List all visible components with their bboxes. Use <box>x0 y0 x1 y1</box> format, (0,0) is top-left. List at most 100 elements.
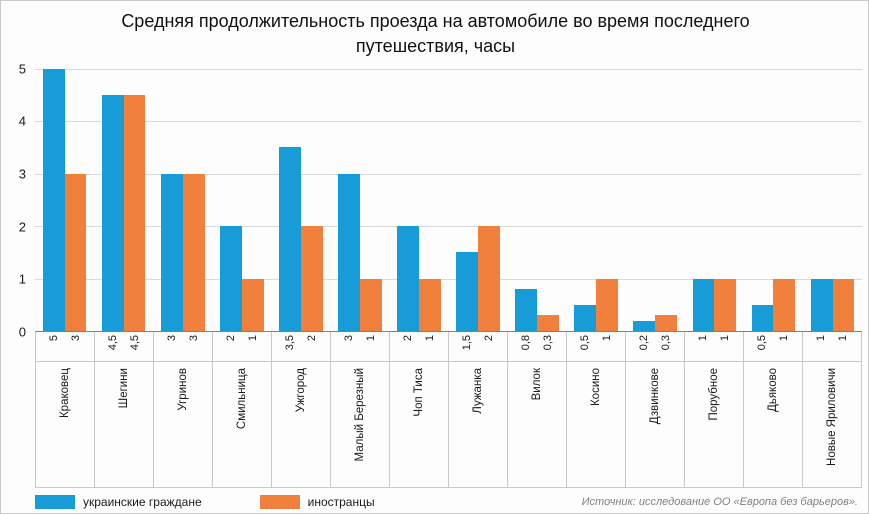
y-tick-label: 5 <box>18 61 26 77</box>
value-label: 3 <box>166 335 179 342</box>
value-label-cell: 3,5 2 <box>272 332 331 361</box>
category-column <box>389 69 448 331</box>
category-column <box>508 69 567 331</box>
category-label: Малый Березный <box>354 368 366 462</box>
category-label: Новые Яриловичи <box>826 368 838 466</box>
legend-label: иностранцы <box>307 495 375 509</box>
bar-series-2 <box>241 278 264 331</box>
category-label-cell: Угринов <box>154 362 213 487</box>
category-label: Порубное <box>708 368 720 421</box>
category-label-cell: Новые Яриловичи <box>803 362 862 487</box>
bar-series-1 <box>751 304 774 331</box>
category-label: Смильница <box>236 368 248 430</box>
gridline <box>35 173 862 175</box>
value-label-cell: 0,5 1 <box>744 332 803 361</box>
value-label: 2 <box>305 335 318 342</box>
legend: украинские граждане иностранцы <box>35 495 375 509</box>
value-label-slot: 1 <box>419 335 440 361</box>
bar-series-1 <box>810 278 833 331</box>
value-label-slot: 1,5 <box>457 335 478 361</box>
category-label: Шегини <box>118 368 130 409</box>
value-label-slot: 3 <box>162 335 183 361</box>
value-label: 1 <box>423 335 436 342</box>
bar-series-2 <box>64 173 87 331</box>
value-label-cell: 0,5 1 <box>567 332 626 361</box>
value-label-slot: 1 <box>811 335 832 361</box>
legend-swatch <box>259 495 300 509</box>
category-label-cell: Дьяково <box>744 362 803 487</box>
value-label-slot: 0,2 <box>634 335 655 361</box>
gridline <box>35 226 862 228</box>
value-label: 1 <box>777 335 790 342</box>
y-tick-label: 1 <box>18 271 26 287</box>
value-label: 2 <box>225 335 238 342</box>
value-label: 4,5 <box>107 335 120 351</box>
legend-item: украинские граждане <box>35 495 202 509</box>
bar-series-2 <box>537 315 559 331</box>
y-tick-label: 0 <box>18 324 26 340</box>
bar-series-1 <box>692 278 715 331</box>
category-label-cell: Ужгород <box>272 362 331 487</box>
bar-series-2 <box>655 315 678 331</box>
legend-label: украинские граждане <box>83 495 202 509</box>
category-label-cell: Краковец <box>35 362 95 487</box>
value-label: 3 <box>187 335 200 342</box>
plot-row: 0 1 2 3 4 5 <box>9 61 862 340</box>
category-column <box>567 69 626 331</box>
y-tick-label: 4 <box>18 113 26 129</box>
bar-series-1 <box>219 226 242 331</box>
value-label: 5 <box>48 335 61 342</box>
bar-series-1 <box>160 173 183 331</box>
value-label: 1 <box>718 335 731 342</box>
value-label-slot: 2 <box>221 335 242 361</box>
value-label-slot: 1 <box>360 335 381 361</box>
value-label-slot: 1 <box>693 335 714 361</box>
value-label: 1 <box>836 335 849 342</box>
category-column <box>35 68 94 331</box>
bar-series-2 <box>359 278 382 331</box>
category-label: Косино <box>590 368 602 407</box>
category-column <box>153 69 212 331</box>
value-label: 1 <box>815 335 828 342</box>
category-column <box>94 69 153 331</box>
bar-series-1 <box>338 173 360 331</box>
legend-item: иностранцы <box>259 495 375 509</box>
bar-series-1 <box>397 226 419 331</box>
y-axis: 0 1 2 3 4 5 <box>9 61 35 339</box>
chart-title: Средняя продолжительность проезда на авт… <box>121 9 749 59</box>
chart-title-line-1: Средняя продолжительность проезда на авт… <box>121 11 750 31</box>
category-label: Вилок <box>531 368 543 401</box>
category-label-cell: Дзвинкове <box>626 362 685 487</box>
value-label-slot: 2 <box>301 335 322 361</box>
category-label-cell: Смильница <box>213 362 272 487</box>
category-column <box>626 69 685 331</box>
value-label: 2 <box>402 335 415 342</box>
value-label-cell: 0,2 0,3 <box>626 332 685 361</box>
value-label-slot: 0,5 <box>752 335 773 361</box>
value-label: 1 <box>364 335 377 342</box>
value-label-slot: 4,5 <box>103 335 124 361</box>
value-label: 1 <box>600 335 613 342</box>
category-column <box>212 69 271 331</box>
bar-series-2 <box>832 278 855 331</box>
bar-series-2 <box>123 94 146 331</box>
bar-series-1 <box>515 289 538 331</box>
value-label-slot: 4,5 <box>124 335 145 361</box>
gridline <box>35 121 862 123</box>
value-label-slot: 3,5 <box>280 335 301 361</box>
bar-series-1 <box>279 147 301 331</box>
value-label: 0,2 <box>638 335 651 351</box>
category-label: Лужанка <box>472 368 484 414</box>
category-label: Угринов <box>177 368 189 411</box>
bar-series-2 <box>182 173 205 331</box>
value-label-cell: 4,5 4,5 <box>95 332 154 361</box>
category-label: Дьяково <box>767 368 779 412</box>
value-label: 0,5 <box>579 335 592 351</box>
value-label-slot: 1 <box>596 335 617 361</box>
category-label-cell: Порубное <box>685 362 744 487</box>
